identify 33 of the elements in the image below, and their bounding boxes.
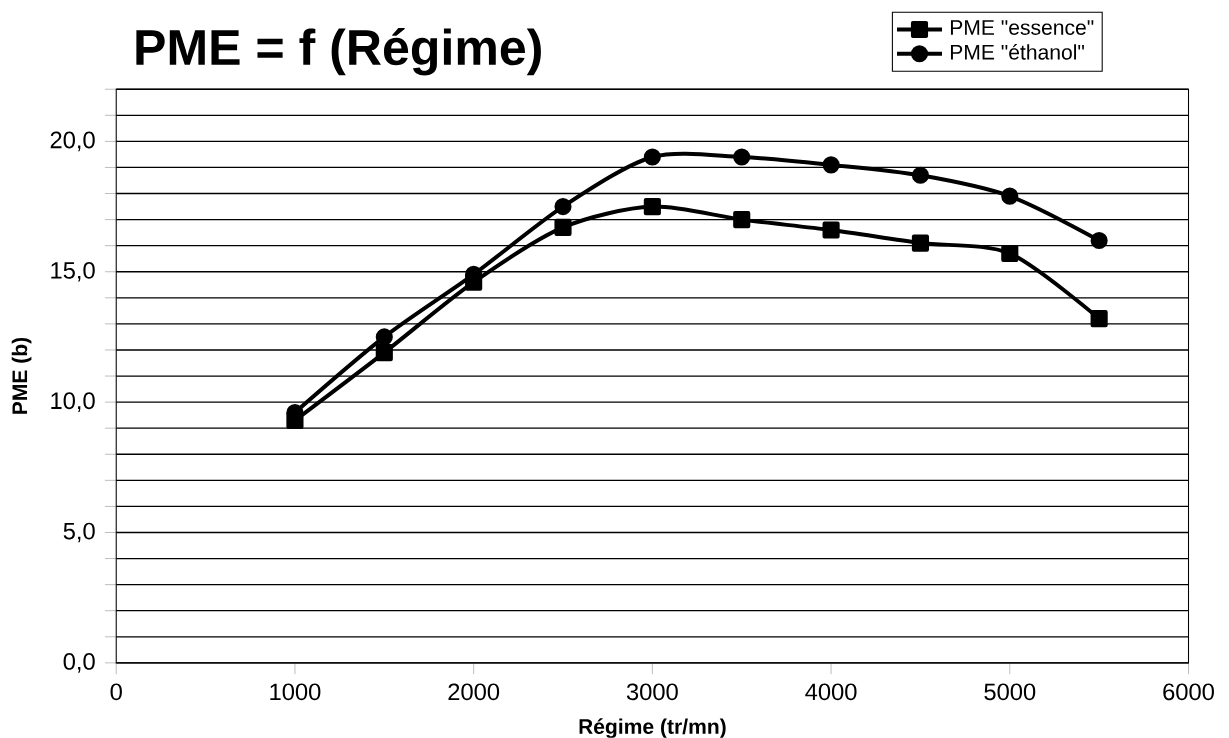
point — [1001, 187, 1019, 205]
point — [554, 198, 572, 216]
chart-title: PME = f (Régime) — [136, 28, 541, 76]
y-tick-label: 20,0 — [50, 131, 95, 152]
x-tick-label: 3000 — [626, 683, 678, 701]
x-axis-title: Régime (tr/mn) — [579, 718, 726, 738]
x-tick-label: 2000 — [448, 683, 500, 701]
x-tick-label: 1000 — [270, 683, 321, 701]
point — [643, 198, 661, 216]
y-tick-label: 5,0 — [63, 522, 95, 543]
point — [733, 148, 751, 166]
y-tick-label: 10,0 — [51, 392, 95, 412]
point — [554, 218, 572, 237]
point — [822, 221, 840, 239]
x-tick-label: 4000 — [805, 683, 857, 701]
point — [733, 211, 751, 229]
point — [1090, 310, 1108, 328]
point — [822, 156, 840, 174]
x-tick-label: 0 — [110, 683, 122, 701]
y-axis-title: PME (b) — [11, 337, 32, 414]
point — [375, 328, 393, 346]
x-tick-label: 6000 — [1163, 683, 1214, 701]
point — [1001, 245, 1019, 263]
y-tick-label: 0,0 — [63, 653, 95, 673]
x-tick-label: 5000 — [984, 683, 1036, 701]
legend-label: PME "essence" — [950, 20, 1094, 36]
point — [1090, 231, 1108, 250]
y-tick-label: 15,0 — [51, 262, 95, 282]
point — [911, 166, 930, 184]
legend-label: PME "éthanol" — [950, 44, 1084, 60]
point — [643, 148, 661, 166]
point — [375, 344, 393, 362]
point — [911, 234, 930, 252]
